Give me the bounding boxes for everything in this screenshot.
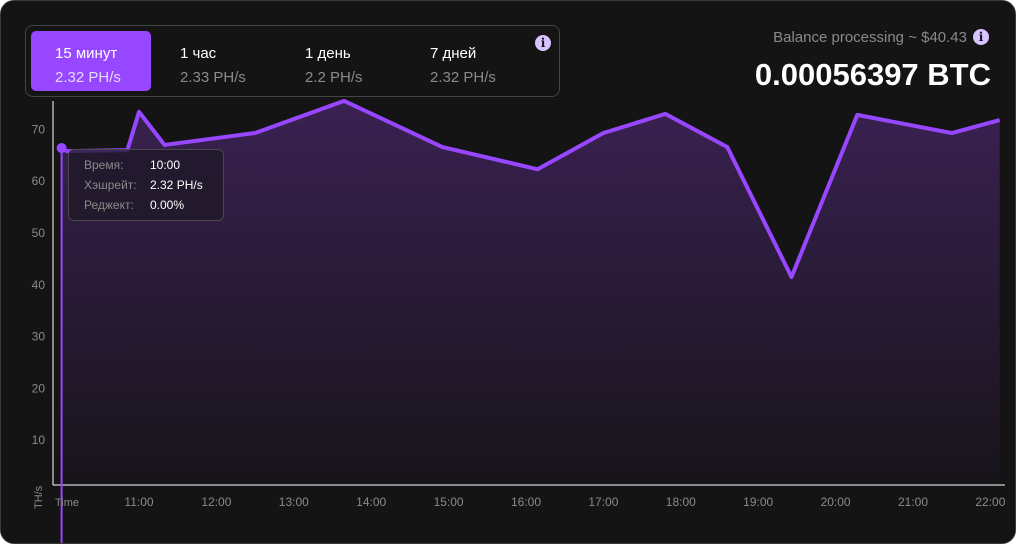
balance-processing: Balance processing ~ $40.43 (773, 29, 967, 46)
tab-label: 1 день (305, 45, 351, 62)
y-axis-label: TH/s (33, 485, 45, 509)
tab-value: 2.32 PH/s (55, 69, 121, 86)
tooltip-reject: 0.00% (150, 198, 185, 212)
x-tick-label: 15:00 (434, 495, 464, 509)
btc-balance: 0.00056397 BTC (754, 57, 991, 92)
tab-1-hour[interactable]: 1 час 2.33 PH/s (156, 31, 276, 91)
tab-value: 2.2 PH/s (305, 69, 363, 86)
balance-info-icon[interactable]: i (973, 29, 989, 45)
tab-label: 15 минут (55, 45, 118, 62)
y-tick-label: 20 (32, 381, 46, 395)
tooltip-time-label: Время: (84, 158, 124, 172)
info-icon[interactable]: i (535, 35, 551, 51)
y-tick-label: 40 (32, 278, 46, 292)
tooltip-hashrate-label: Хэшрейт: (84, 178, 137, 192)
series-line (60, 98, 1001, 280)
y-tick-label: 30 (32, 330, 46, 344)
x-tick-label: 13:00 (279, 495, 309, 509)
chart-tooltip: Время: 10:00 Хэшрейт: 2.32 PH/s Реджект: 0.… (68, 149, 224, 221)
tab-15-minutes[interactable]: 15 минут 2.32 PH/s (31, 31, 151, 91)
period-tabs: 15 минут 2.32 PH/s 1 час 2.33 PH/s 1 день 2… (25, 25, 560, 97)
x-tick-label: 14:00 (356, 495, 386, 509)
tooltip-hashrate: 2.32 PH/s (150, 178, 203, 192)
y-tick-label: 10 (32, 433, 46, 447)
y-tick-label: 70 (32, 122, 46, 136)
y-tick-label: 60 (32, 174, 46, 188)
tab-label: 1 час (180, 45, 217, 62)
x-tick-label: 18:00 (666, 495, 696, 509)
x-axis-label: Time (55, 497, 79, 509)
x-tick-label: 22:00 (975, 495, 1005, 509)
x-tick-label: 19:00 (743, 495, 773, 509)
x-tick-label: 16:00 (511, 495, 541, 509)
tab-label: 7 дней (430, 45, 477, 62)
x-tick-label: 11:00 (124, 495, 153, 509)
hover-point (56, 143, 67, 154)
x-tick-label: 17:00 (588, 495, 618, 509)
tooltip-reject-label: Реджект: (84, 198, 134, 212)
tab-7-days[interactable]: 7 дней 2.32 PH/s (406, 31, 526, 91)
tab-value: 2.32 PH/s (430, 69, 496, 86)
chart-area (61, 100, 1000, 485)
x-tick-label: 21:00 (898, 495, 928, 509)
x-tick-label: 12:00 (201, 495, 231, 509)
x-tick-label: 20:00 (821, 495, 851, 509)
tooltip-time: 10:00 (150, 158, 181, 172)
tab-value: 2.33 PH/s (180, 69, 246, 86)
tab-1-day[interactable]: 1 день 2.2 PH/s (281, 31, 401, 91)
y-tick-label: 50 (32, 226, 46, 240)
